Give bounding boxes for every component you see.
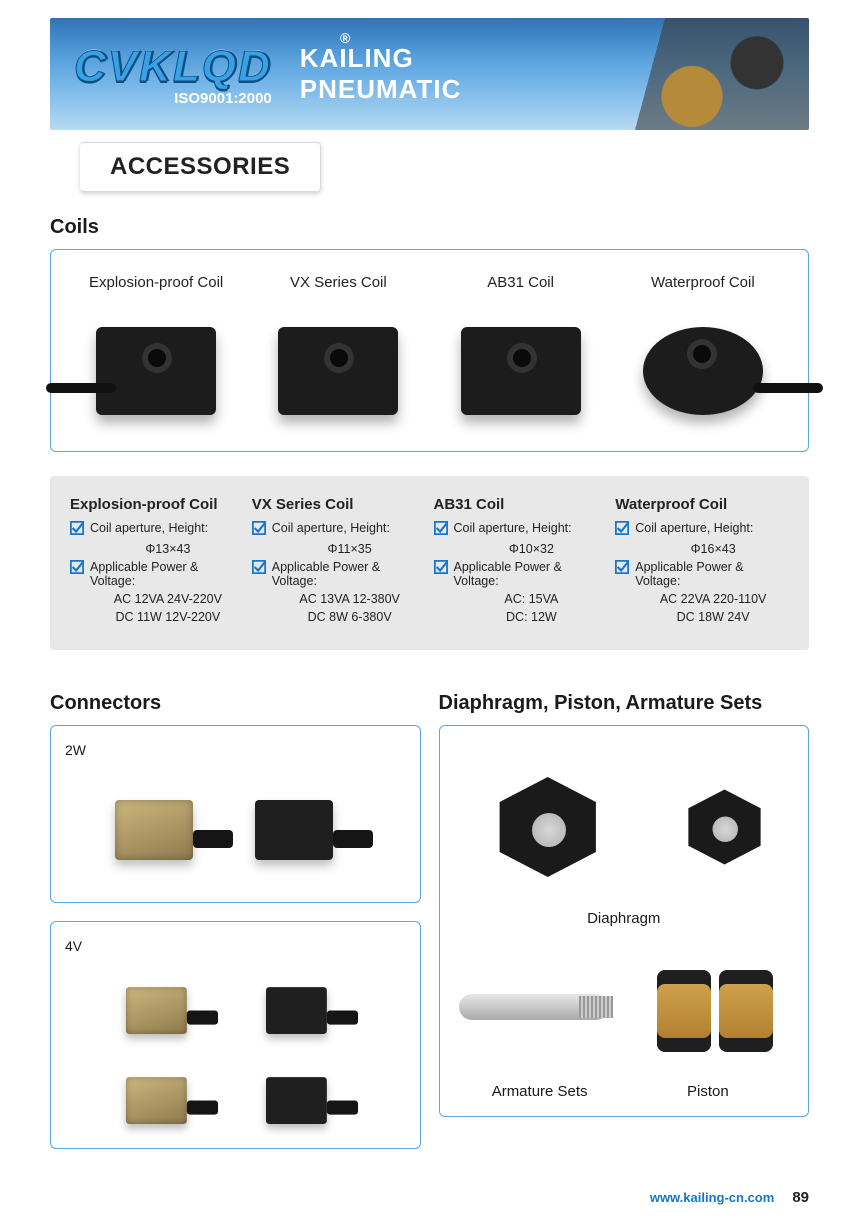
spec-aperture-value: Φ13×43 [92, 542, 244, 556]
check-icon [434, 560, 448, 577]
coil-image [434, 311, 608, 431]
connector-images [65, 768, 406, 888]
connector-panel-2w: 2W [50, 725, 421, 903]
spec-power-ac: AC: 15VA [456, 592, 608, 606]
connector-images [65, 964, 406, 1054]
connector-image [118, 975, 212, 1044]
piston-image [639, 950, 789, 1070]
check-icon [70, 560, 84, 577]
tagline: KAILING PNEUMATIC [300, 43, 462, 105]
dpa-heading: Diaphragm, Piston, Armature Sets [439, 692, 810, 715]
coil-image [616, 311, 790, 431]
spec-aperture-value: Φ11×35 [274, 542, 426, 556]
coil-name: AB31 Coil [434, 274, 608, 291]
check-icon [615, 560, 629, 577]
spec-power-dc: DC: 12W [456, 610, 608, 624]
check-icon [252, 521, 266, 538]
spec-power-ac: AC 13VA 12-380V [274, 592, 426, 606]
catalog-page: CVKLQD ISO9001:2000 ® KAILING PNEUMATIC … [0, 18, 859, 1230]
dpa-captions: Armature Sets Piston [456, 1083, 793, 1100]
piston-caption: Piston [624, 1083, 792, 1100]
spec-power-label: Applicable Power & Voltage: [90, 560, 244, 588]
spec-column: VX Series Coil Coil aperture, Height: Φ1… [252, 496, 426, 628]
coil-item: Explosion-proof Coil [69, 274, 243, 431]
spec-heading: Explosion-proof Coil [70, 496, 244, 513]
check-icon [434, 521, 448, 538]
armature-image [459, 950, 609, 1070]
spec-column: Waterproof Coil Coil aperture, Height: Φ… [615, 496, 789, 628]
diaphragm-image [669, 782, 759, 872]
connector-label: 4V [65, 938, 406, 954]
spec-aperture-label: Coil aperture, Height: [635, 521, 753, 535]
spec-power-label: Applicable Power & Voltage: [635, 560, 789, 588]
coil-item: AB31 Coil [434, 274, 608, 431]
iso-label: ISO9001:2000 [174, 90, 272, 107]
connector-panel-4v: 4V [50, 921, 421, 1149]
coils-heading: Coils [50, 216, 809, 239]
spec-aperture-value: Φ16×43 [637, 542, 789, 556]
spec-power-dc: DC 8W 6-380V [274, 610, 426, 624]
armature-caption: Armature Sets [456, 1083, 624, 1100]
coil-image [69, 311, 243, 431]
spec-column: AB31 Coil Coil aperture, Height: Φ10×32 … [434, 496, 608, 628]
footer-url: www.kailing-cn.com [650, 1190, 774, 1205]
connector-images [65, 1054, 406, 1144]
coils-grid: Explosion-proof Coil VX Series Coil AB31… [69, 274, 790, 431]
spec-heading: VX Series Coil [252, 496, 426, 513]
connector-image [258, 975, 352, 1044]
dpa-column: Diaphragm, Piston, Armature Sets Diaphra… [439, 692, 810, 1167]
logo-block: CVKLQD ISO9001:2000 [74, 42, 272, 107]
spec-heading: AB31 Coil [434, 496, 608, 513]
tagline-line1: KAILING [300, 43, 462, 74]
dpa-panel: Diaphragm Armature Sets Piston [439, 725, 810, 1117]
spec-power-ac: AC 12VA 24V-220V [92, 592, 244, 606]
content-area: Coils Explosion-proof Coil VX Series Coi… [50, 216, 809, 1167]
spec-aperture-value: Φ10×32 [456, 542, 608, 556]
brand-wordmark: CVKLQD [74, 42, 272, 92]
diaphragm-caption: Diaphragm [456, 910, 793, 927]
connector-image [245, 784, 365, 872]
check-icon [252, 560, 266, 577]
coil-name: Explosion-proof Coil [69, 274, 243, 291]
coil-name: Waterproof Coil [616, 274, 790, 291]
spec-power-dc: DC 18W 24V [637, 610, 789, 624]
coil-image [251, 311, 425, 431]
armature-piston-row [456, 945, 793, 1075]
coils-panel: Explosion-proof Coil VX Series Coil AB31… [50, 249, 809, 452]
connectors-heading: Connectors [50, 692, 421, 715]
connector-image [118, 1065, 212, 1134]
connectors-column: Connectors 2W 4V [50, 692, 421, 1167]
tagline-line2: PNEUMATIC [300, 74, 462, 105]
spec-column: Explosion-proof Coil Coil aperture, Heig… [70, 496, 244, 628]
spec-aperture-label: Coil aperture, Height: [272, 521, 390, 535]
coil-item: VX Series Coil [251, 274, 425, 431]
header-banner: CVKLQD ISO9001:2000 ® KAILING PNEUMATIC [50, 18, 809, 130]
lower-grid: Connectors 2W 4V [50, 692, 809, 1167]
diaphragm-row [456, 752, 793, 902]
connector-image [105, 784, 225, 872]
coil-item: Waterproof Coil [616, 274, 790, 431]
check-icon [70, 521, 84, 538]
coil-name: VX Series Coil [251, 274, 425, 291]
banner-product-photo [549, 18, 809, 130]
spec-aperture-label: Coil aperture, Height: [454, 521, 572, 535]
spec-power-dc: DC 11W 12V-220V [92, 610, 244, 624]
connector-image [258, 1065, 352, 1134]
spec-power-label: Applicable Power & Voltage: [454, 560, 608, 588]
check-icon [615, 521, 629, 538]
diaphragm-image [474, 767, 624, 887]
connector-label: 2W [65, 742, 406, 758]
spec-heading: Waterproof Coil [615, 496, 789, 513]
spec-aperture-label: Coil aperture, Height: [90, 521, 208, 535]
section-title-pill: ACCESSORIES [80, 142, 321, 192]
registered-icon: ® [340, 30, 350, 46]
spec-power-ac: AC 22VA 220-110V [637, 592, 789, 606]
coil-specs-panel: Explosion-proof Coil Coil aperture, Heig… [50, 476, 809, 650]
spec-power-label: Applicable Power & Voltage: [272, 560, 426, 588]
